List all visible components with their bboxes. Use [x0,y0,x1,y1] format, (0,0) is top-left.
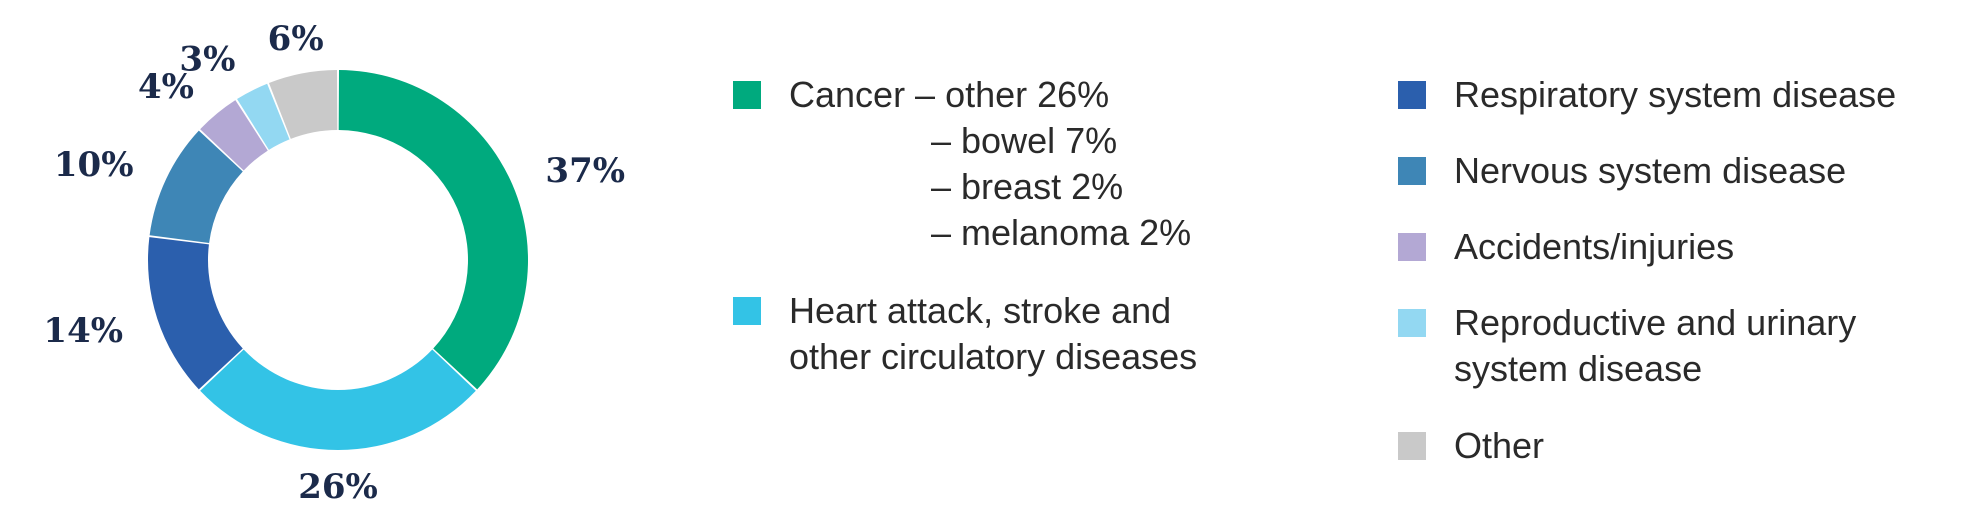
legend-item-cancer: Cancer – other 26% – bowel 7% – breast 2… [733,72,1191,256]
donut-slice-respiratory-system-disease [148,237,243,390]
slice-label-reproductive-and-urinary-system-disease: 3% [179,40,235,80]
legend-label-circulatory-line1: Heart attack, stroke and [789,290,1172,331]
donut-slice-reproductive-and-urinary-system-disease [237,83,290,150]
legend-swatch-reproductive [1398,309,1426,337]
legend-sublabel-melanoma: – melanoma 2% [931,212,1192,253]
legend-item-respiratory: Respiratory system disease [1398,72,1896,118]
donut-slice-other [268,70,338,139]
legend-swatch-other [1398,432,1426,460]
slice-label-other: 6% [268,19,324,59]
slice-label-accidents-injuries: 4% [138,67,194,107]
legend-swatch-respiratory [1398,81,1426,109]
donut-slice-heart-attack-stroke-and-other-circulatory-diseases [200,349,476,451]
legend-label-respiratory: Respiratory system disease [1454,74,1897,115]
legend-label-reproductive-line1: Reproductive and urinary [1454,302,1857,343]
legend-item-nervous: Nervous system disease [1398,148,1846,194]
legend-swatch-nervous [1398,157,1426,185]
legend-swatch-circulatory [733,297,761,325]
slice-label-nervous-system-disease: 10% [54,145,134,185]
legend-sublabel-breast: – breast 2% [931,166,1124,207]
donut-chart: 37% 26% 14% 10% 4% 3% 6% [0,0,640,522]
legend-label-reproductive-line2: system disease [1454,348,1703,389]
slice-label-cancer: 37% [545,151,625,191]
legend-label-accidents: Accidents/injuries [1454,226,1735,267]
legend-label-other: Other [1454,425,1545,466]
legend-item-reproductive: Reproductive and urinary system disease [1398,300,1856,392]
slice-label-respiratory-system-disease: 14% [43,311,123,351]
legend-label-nervous: Nervous system disease [1454,150,1847,191]
legend-swatch-cancer [733,81,761,109]
donut-slice-nervous-system-disease [149,130,243,244]
donut-slice-cancer [338,70,529,390]
donut-slice-accidents-injuries [200,100,268,171]
legend-item-accidents: Accidents/injuries [1398,224,1734,270]
donut-chart-svg: 37% 26% 14% 10%4%3% 6% [43,19,625,507]
legend-label-circulatory-line2: other circulatory diseases [789,336,1198,377]
legend-item-circulatory: Heart attack, stroke and other circulato… [733,288,1197,380]
legend-item-other: Other [1398,423,1544,469]
legend-sublabel-bowel: – bowel 7% [931,120,1118,161]
legend-swatch-accidents [1398,233,1426,261]
legend-label-cancer: Cancer – other 26% [789,74,1110,115]
slice-label-heart-attack-stroke-and-other-circulatory-diseases: 26% [298,467,378,507]
